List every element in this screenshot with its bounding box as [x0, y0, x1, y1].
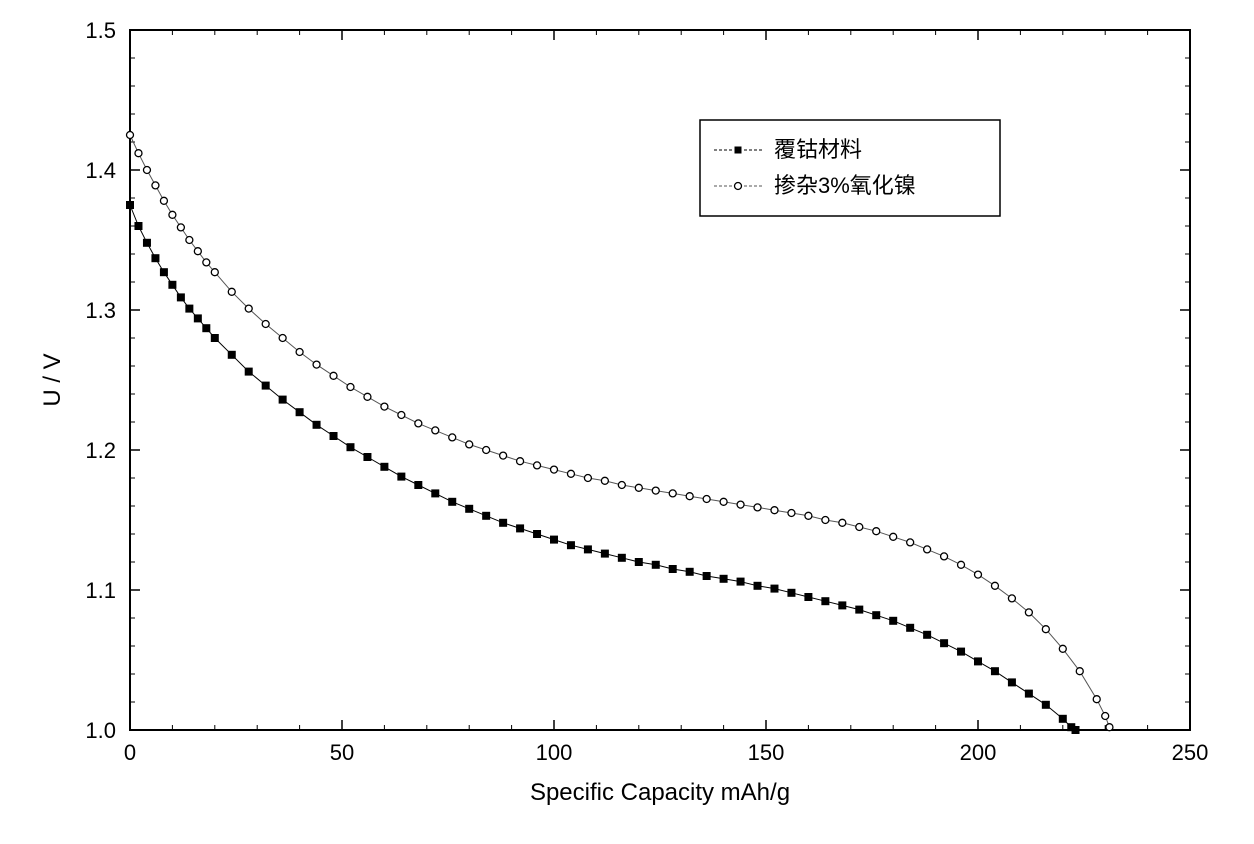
y-tick-label: 1.1 [85, 578, 116, 603]
x-axis-label: Specific Capacity mAh/g [530, 779, 790, 806]
x-tick-label: 0 [124, 740, 136, 765]
y-tick-label: 1.2 [85, 438, 116, 463]
x-tick-label: 150 [748, 740, 785, 765]
x-tick-label: 250 [1172, 740, 1209, 765]
legend-label: 覆钴材料 [774, 137, 862, 162]
legend [700, 120, 1000, 216]
y-tick-label: 1.5 [85, 18, 116, 43]
legend-label: 掺杂3%氧化镍 [774, 173, 916, 198]
y-tick-label: 1.0 [85, 718, 116, 743]
x-tick-label: 50 [330, 740, 354, 765]
y-axis-label: U / V [39, 353, 66, 406]
x-tick-label: 200 [960, 740, 997, 765]
y-tick-label: 1.3 [85, 298, 116, 323]
discharge-curve-chart: 0 50 100 150 200 250 1.0 1.1 1.2 1.3 1.4 1.5 Specifi… [0, 0, 1254, 844]
x-tick-label: 100 [536, 740, 573, 765]
y-tick-label: 1.4 [85, 158, 116, 183]
chart-container: 0 50 100 150 200 250 1.0 1.1 1.2 1.3 1.4 1.5 Specifi… [0, 0, 1254, 844]
